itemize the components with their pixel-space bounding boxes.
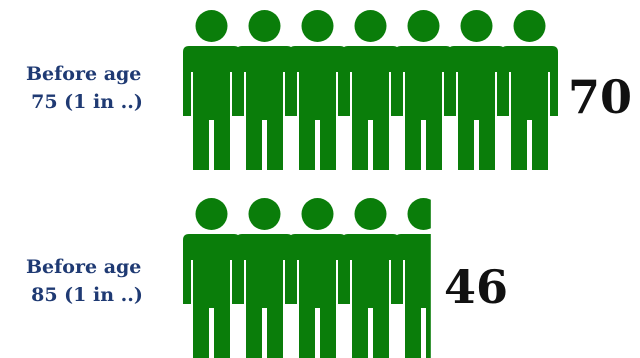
person-icon bbox=[395, 10, 452, 170]
person-icon bbox=[289, 198, 346, 358]
person-icon bbox=[289, 10, 346, 170]
row-label-line: Before age bbox=[26, 63, 141, 85]
row-label: Before age 75 (1 in ..) bbox=[26, 63, 148, 113]
person-icon bbox=[501, 10, 558, 170]
person-icon bbox=[236, 10, 293, 170]
person-icon bbox=[236, 198, 293, 358]
data-label: 70 bbox=[568, 70, 632, 124]
person-icon-group bbox=[183, 10, 558, 170]
person-icon bbox=[183, 10, 240, 170]
person-icon bbox=[342, 10, 399, 170]
person-icon bbox=[183, 198, 240, 358]
data-label: 46 bbox=[444, 260, 508, 314]
person-icon bbox=[448, 10, 505, 170]
chart-row: Before age 75 (1 in ..) 70 bbox=[26, 10, 632, 170]
row-label-line: 75 (1 in ..) bbox=[31, 91, 143, 113]
person-icon bbox=[342, 198, 399, 358]
chart-row: Before age 85 (1 in ..) 46 bbox=[26, 198, 508, 358]
row-label-line: Before age bbox=[26, 256, 141, 278]
row-label-line: 85 (1 in ..) bbox=[31, 284, 143, 306]
row-label: Before age 85 (1 in ..) bbox=[26, 256, 148, 306]
person-icon-group bbox=[183, 198, 431, 358]
